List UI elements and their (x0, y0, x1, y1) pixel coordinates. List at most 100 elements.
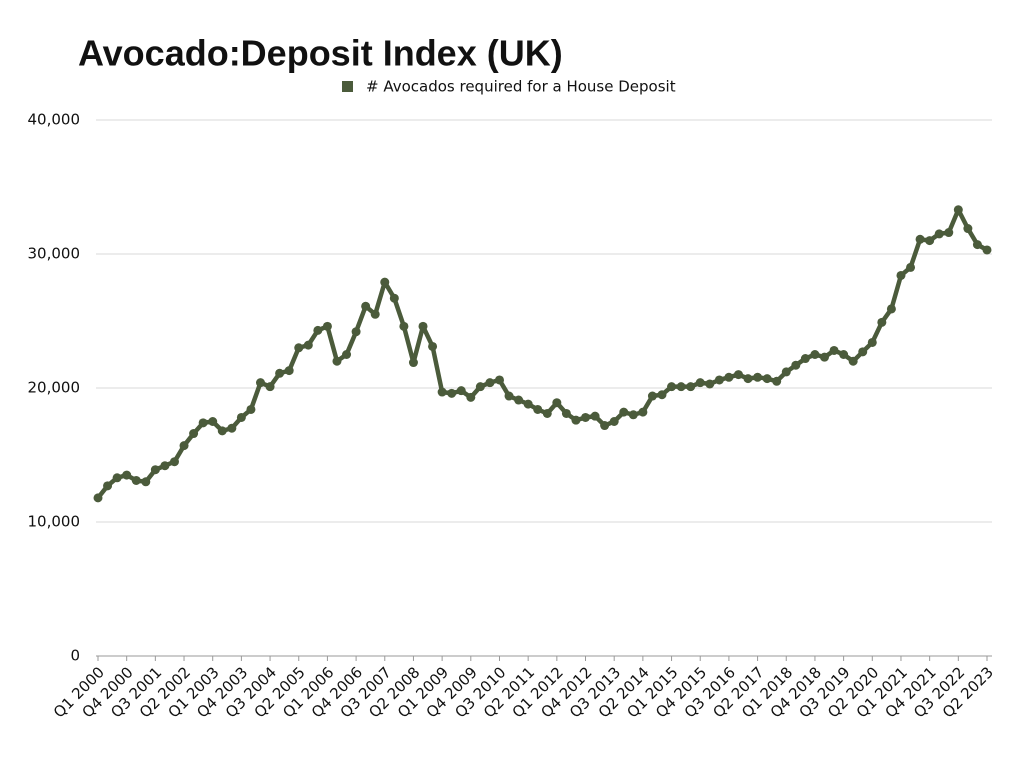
data-point (246, 404, 256, 414)
data-point (131, 475, 141, 485)
data-point (800, 354, 810, 364)
data-point (456, 386, 466, 396)
data-point (475, 382, 485, 392)
data-point (275, 368, 285, 378)
y-tick-label: 40,000 (28, 111, 81, 129)
data-point (389, 293, 399, 303)
data-point (638, 407, 648, 417)
data-point (93, 493, 103, 503)
data-point (380, 277, 390, 287)
data-point (590, 411, 600, 421)
data-point (265, 382, 275, 392)
data-point (236, 412, 246, 422)
data-point (934, 229, 944, 239)
data-point (542, 408, 552, 418)
data-point (944, 228, 954, 238)
data-point (313, 325, 323, 335)
data-point (953, 205, 963, 215)
data-point (160, 461, 170, 471)
data-point (112, 473, 122, 483)
data-point (189, 429, 199, 439)
data-point (772, 376, 782, 386)
data-point (294, 343, 304, 353)
data-point (896, 270, 906, 280)
y-tick-label: 0 (70, 647, 80, 665)
legend-label: # Avocados required for a House Deposit (366, 78, 676, 96)
data-point (179, 441, 189, 451)
data-point (848, 356, 858, 366)
data-point (781, 367, 791, 377)
data-point (733, 370, 743, 380)
data-point (609, 417, 619, 426)
data-point (686, 382, 696, 392)
data-point (256, 378, 266, 388)
data-point (657, 390, 667, 400)
data-point (561, 408, 571, 418)
data-point (877, 317, 887, 327)
data-point (906, 262, 916, 272)
data-point (925, 236, 935, 246)
data-point (198, 418, 208, 428)
chart-title: Avocado:Deposit Index (UK) (78, 33, 563, 74)
data-point (361, 301, 371, 311)
data-point (581, 412, 591, 422)
data-point (972, 240, 982, 250)
data-point (533, 404, 543, 414)
data-point (915, 234, 925, 244)
data-point (819, 352, 829, 362)
legend: # Avocados required for a House Deposit (342, 78, 676, 96)
data-point (351, 327, 361, 337)
data-point (408, 358, 418, 368)
data-point (963, 224, 973, 234)
data-point (829, 345, 839, 355)
data-point (399, 321, 409, 331)
data-point (552, 398, 562, 408)
data-point (695, 378, 705, 388)
data-point (437, 387, 447, 397)
data-point (303, 340, 313, 350)
data-point (647, 391, 657, 401)
y-tick-label: 30,000 (28, 245, 81, 263)
data-point (714, 375, 724, 385)
data-point (982, 245, 992, 255)
data-point (705, 379, 715, 389)
data-point (466, 392, 476, 402)
data-point (619, 407, 629, 417)
data-point (667, 382, 677, 392)
y-tick-label: 10,000 (28, 513, 81, 531)
data-point (523, 399, 533, 409)
data-point (150, 465, 160, 475)
data-point (447, 388, 457, 398)
data-point (504, 391, 514, 401)
data-point (169, 457, 179, 467)
data-point (628, 410, 638, 420)
data-point (122, 470, 132, 480)
data-point (810, 350, 820, 359)
data-point (571, 415, 581, 425)
data-point (370, 309, 380, 319)
data-point (762, 374, 772, 384)
data-point (600, 421, 610, 431)
data-point (332, 356, 342, 366)
data-point (858, 347, 868, 357)
data-point (217, 426, 227, 436)
data-point (753, 372, 763, 382)
data-point (342, 350, 352, 359)
line (96, 207, 989, 500)
data-point (791, 360, 801, 370)
data-point (494, 375, 504, 385)
data-point (514, 395, 524, 405)
data-point (886, 304, 896, 314)
data-point (743, 374, 753, 384)
legend-swatch (342, 81, 353, 92)
data-point (322, 321, 332, 331)
data-point (103, 481, 113, 491)
data-point (724, 372, 734, 382)
data-point (676, 382, 686, 392)
data-point (839, 350, 849, 359)
data-point (485, 378, 495, 388)
data-point (141, 477, 151, 487)
data-point (418, 321, 428, 331)
